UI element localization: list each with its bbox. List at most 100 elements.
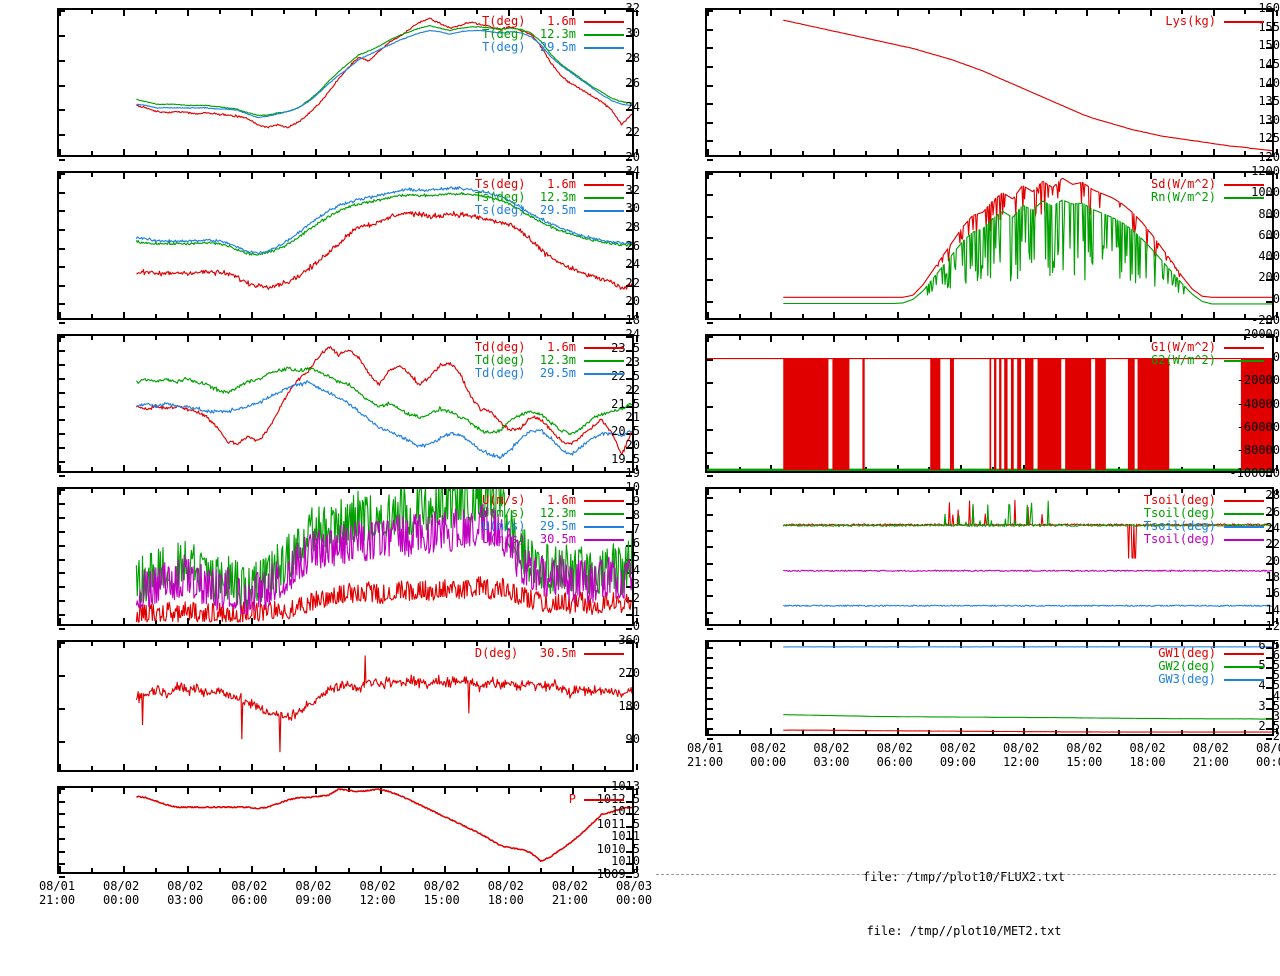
file-path-flux: file: /tmp//plot10/FLUX2.txt [648,868,1280,886]
series-line [783,730,1272,732]
y-tick-label: 24 [588,101,640,113]
y-tick-label: 160 [1228,2,1280,14]
legend: P [569,793,624,806]
legend-swatch [584,197,624,199]
legend-item[interactable]: P [569,793,624,806]
dropout-block [990,359,992,470]
y-tick-label: 24 [588,328,640,340]
y-tick-label: 21 [588,411,640,423]
y-tick-label: 34 [588,165,640,177]
y-tick-label: 26 [588,77,640,89]
y-tick-label: -60000 [1228,421,1280,433]
y-tick-label: 1010 [588,855,640,867]
x-tick-label: 08/02 18:00 [1129,742,1165,770]
y-tick-label: -100000 [1228,467,1280,479]
legend: G1(W/m^2)G2(W/m^2) [1151,341,1264,367]
legend: Lys(kg) [1165,15,1264,28]
y-tick-label: 360 [588,634,640,646]
series-line [136,381,632,459]
y-tick-label: 200 [1228,271,1280,283]
legend-swatch [584,210,624,212]
legend-item[interactable]: G2(W/m^2) [1151,354,1264,367]
series-line [136,789,632,861]
legend-item[interactable]: U(m/s) 30.5m [482,533,624,546]
y-tick-label: 150 [1228,39,1280,51]
legend-label: G2(W/m^2) [1151,354,1216,367]
legend-item[interactable]: GW3(deg) [1158,673,1264,686]
legend-swatch [584,500,624,502]
x-tick-label: 08/02 03:00 [813,742,849,770]
x-tick-label: 08/02 09:00 [295,880,331,908]
dropout-block [994,359,996,470]
y-tick-label: 2 [588,592,640,604]
dropout-block [930,359,940,470]
x-tick-label: 08/03 00:00 [616,880,652,908]
plot-frame [705,8,1274,157]
dropout-block [1128,359,1135,470]
data-layer [59,788,632,872]
y-tick-label: 1 [588,606,640,618]
y-tick-label: 22 [588,277,640,289]
y-tick-label: 18 [588,314,640,326]
y-tick-label: 130 [1228,114,1280,126]
legend-swatch [1224,360,1264,362]
series-line [136,212,632,290]
legend: GW1(deg)GW2(deg)GW3(deg) [1158,647,1264,686]
legend-item[interactable]: D(deg) 30.5m [475,647,624,660]
y-tick [707,159,713,161]
y-tick-label: -80000 [1228,444,1280,456]
legend-item[interactable]: T(deg) 29.5m [482,41,624,54]
legend-label: Rn(W/m^2) [1151,191,1216,204]
x-tick-label: 08/02 15:00 [1066,742,1102,770]
dropout-block [1017,359,1021,470]
legend-swatch [584,21,624,23]
legend-label: Tsoil(deg) [1144,533,1216,546]
x-tick-label: 08/01 21:00 [687,742,723,770]
x-tick-label: 08/02 03:00 [167,880,203,908]
series-line [783,605,1272,606]
legend-swatch [584,34,624,36]
y-tick-label: 24 [588,258,640,270]
x-tick-label: 08/02 00:00 [750,742,786,770]
legend-item[interactable]: Tsoil(deg) [1144,533,1264,546]
x-tick [636,764,638,770]
legend-item[interactable]: Td(deg) 29.5m [475,367,624,380]
y-tick-label: 270 [588,667,640,679]
legend-label: U(m/s) 30.5m [482,533,576,546]
legend-item[interactable]: Lys(kg) [1165,15,1264,28]
y-tick [707,475,713,477]
legend-item[interactable]: Ts(deg) 29.5m [475,204,624,217]
series-line [783,200,1272,304]
y-tick-label: 1010.5 [588,843,640,855]
y-tick-label: 400 [1228,250,1280,262]
legend-label: P [569,793,576,806]
legend-item[interactable]: Rn(W/m^2) [1151,191,1264,204]
dropout-block [1004,359,1007,470]
x-tick-label: 08/03 00:00 [1256,742,1280,770]
legend: Sd(W/m^2)Rn(W/m^2) [1151,178,1264,204]
series-line [783,715,1272,720]
file-path-met: file: /tmp//plot10/MET2.txt [648,922,1280,940]
y-tick [707,322,713,324]
y-tick-label: 0 [1228,293,1280,305]
y-tick [59,628,65,630]
legend-swatch [1224,679,1264,681]
y-tick-label: 800 [1228,208,1280,220]
legend-swatch [584,347,624,349]
y-tick-label: 20 [588,295,640,307]
dropout-block [1038,359,1062,470]
legend-swatch [1224,653,1264,655]
legend-label: Lys(kg) [1165,15,1216,28]
y-tick [59,322,65,324]
y-tick-label: 16 [1228,587,1280,599]
